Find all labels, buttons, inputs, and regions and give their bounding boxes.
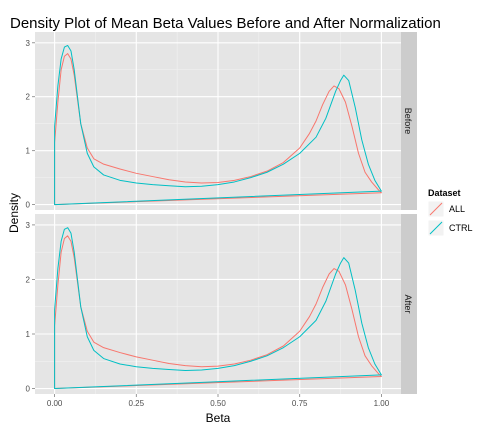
strip-label-after: After: [403, 294, 413, 313]
x-axis-ticks: 0.00 0.25 0.50 0.75 1.00: [47, 394, 390, 408]
x-axis-title: Beta: [206, 411, 231, 425]
legend-swatch-ctrl: [429, 221, 443, 235]
density-line-ctrl-before: [54, 44, 382, 206]
x-tick-label: 0.50: [210, 399, 226, 408]
y-axis-title: Density: [7, 193, 21, 233]
density-line-all-before: [54, 53, 382, 206]
density-line-ctrl-after: [54, 227, 382, 390]
density-line-all-after: [54, 235, 382, 390]
facet-panel-before: Before 0 1 2 3: [26, 32, 417, 210]
legend-item-all: ALL: [427, 200, 465, 218]
y-tick-label: 3: [26, 221, 31, 230]
x-tick-label: 0.75: [292, 399, 308, 408]
y-tick-label: 1: [26, 147, 31, 156]
y-tick-label: 2: [26, 275, 31, 284]
y-tick-label: 3: [26, 39, 31, 48]
density-curves-after: [54, 227, 382, 390]
x-tick-label: 0.25: [129, 399, 145, 408]
legend: Dataset ALL CTRL: [427, 188, 473, 237]
legend-swatch-all: [429, 202, 443, 216]
legend-item-ctrl: CTRL: [427, 219, 473, 237]
gridlines-after: [35, 214, 401, 394]
density-curves-before: [54, 44, 382, 206]
legend-label-ctrl: CTRL: [449, 223, 473, 233]
y-axis-ticks-after: 0 1 2 3: [26, 221, 35, 394]
legend-label-all: ALL: [449, 204, 465, 214]
x-tick-label: 1.00: [374, 399, 390, 408]
chart-title: Density Plot of Mean Beta Values Before …: [10, 15, 441, 32]
y-tick-label: 0: [26, 385, 31, 394]
facet-panel-after: After 0 1 2 3: [26, 214, 417, 394]
y-tick-label: 1: [26, 330, 31, 339]
strip-label-before: Before: [403, 108, 413, 135]
y-tick-label: 2: [26, 93, 31, 102]
strip-before: [401, 32, 417, 210]
strip-after: [401, 214, 417, 394]
gridlines-before: [35, 32, 401, 210]
x-tick-label: 0.00: [47, 399, 63, 408]
legend-title: Dataset: [428, 188, 461, 198]
y-tick-label: 0: [26, 201, 31, 210]
y-axis-ticks-before: 0 1 2 3: [26, 39, 35, 210]
